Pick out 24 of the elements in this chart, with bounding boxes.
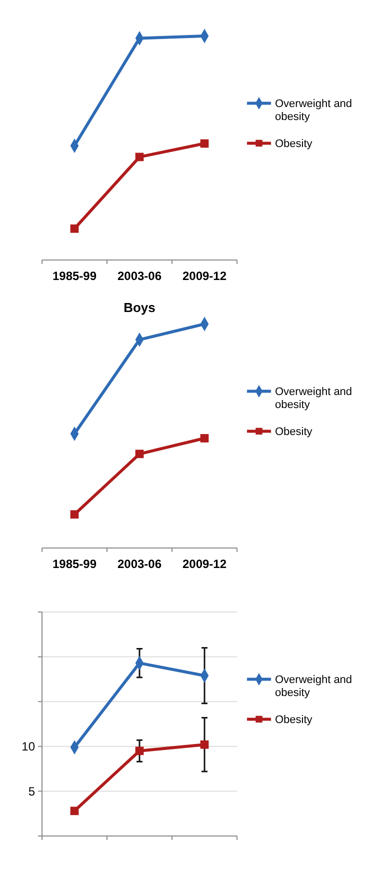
legend-label: Overweight and obesity xyxy=(275,386,352,412)
legend-label: Overweight and obesity xyxy=(275,98,352,124)
x-tick-label: 2003-06 xyxy=(117,557,162,571)
point xyxy=(200,740,209,749)
x-tick-label: 2009-12 xyxy=(182,269,227,283)
point xyxy=(135,450,144,458)
point xyxy=(70,224,79,233)
chart-title: Boys xyxy=(124,300,156,315)
point xyxy=(70,510,79,519)
y-tick-label: 10 xyxy=(22,740,36,754)
legend-label: Obesity xyxy=(275,714,313,726)
legend-label: Obesity xyxy=(275,138,313,150)
x-tick-label: 1985-99 xyxy=(52,557,97,571)
x-tick-label: 2003-06 xyxy=(117,269,162,283)
point xyxy=(200,139,209,148)
point xyxy=(135,746,144,756)
point xyxy=(200,434,209,442)
point xyxy=(70,806,79,816)
legend-label: Obesity xyxy=(275,426,313,438)
point xyxy=(135,152,144,162)
y-tick-label: 5 xyxy=(28,784,36,798)
x-tick-label: 1985-99 xyxy=(52,269,97,283)
x-tick-label: 2009-12 xyxy=(182,557,227,571)
legend-label: Overweight and obesity xyxy=(275,674,352,700)
